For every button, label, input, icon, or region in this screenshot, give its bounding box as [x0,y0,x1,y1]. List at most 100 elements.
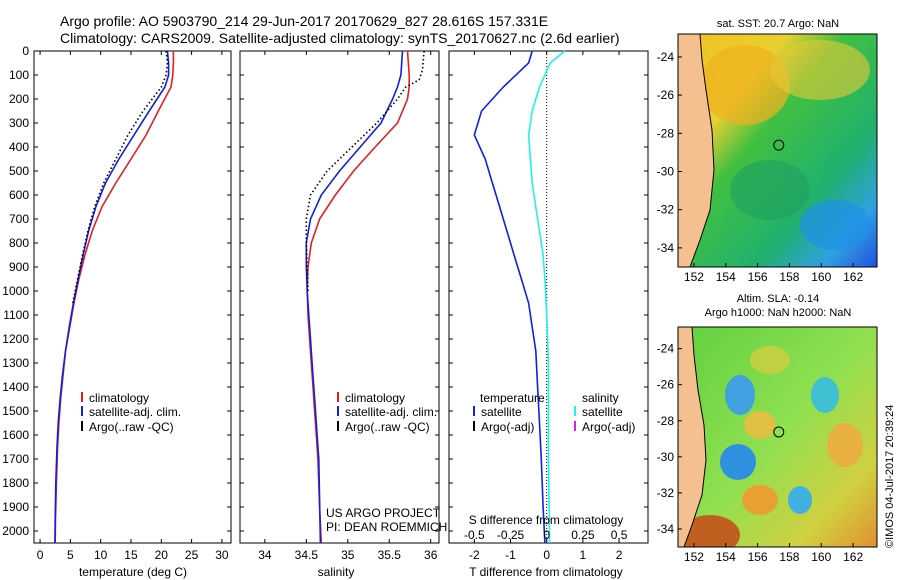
map-lat-label: -28 [657,126,675,140]
temperature-x-axis: 0 5 10 15 20 25 30 [37,51,229,562]
sst-map-axes: 152 154 156 158 160 162 -24 -26 -28 -30 -32 -34 [657,50,864,284]
x-tick-label: 0 [543,548,550,562]
y-tick-label: 0 [22,44,29,58]
s-diff-tick-label: -0.5 [464,528,485,542]
sst-cool-patch [800,200,870,250]
map-lat-label: -32 [657,203,675,217]
y-tick-label: 1700 [2,452,29,466]
salinity-x-axis: 34 34.5 35 35.5 36 [258,51,438,562]
y-tick-label: 200 [9,92,29,106]
map-lon-label: 162 [843,270,863,284]
y-tick-label: 1400 [2,380,29,394]
sla-map-axes: 152 154 156 158 160 162 -24 -26 -28 -30 -32 -34 [657,342,864,564]
sst-coastline [689,34,715,267]
map-lon-label: 152 [684,270,704,284]
series-line-argo-raw-qc- [305,50,425,292]
temperature-legend: climatology satellite-adj. clim. Argo(..… [81,391,181,434]
sla-high-patch-1 [750,346,790,374]
map-lon-label: 160 [811,270,831,284]
s-diff-tick-label: 0.25 [571,528,595,542]
legend-temp-argo-swatch [473,421,475,431]
temperature-series [54,50,175,544]
difference-x-axis: -2 -1 0 1 2 [469,51,623,562]
sla-low-eddy-2 [720,444,756,480]
sal-legend-satellite-label: satellite-adj. clim. [345,405,437,419]
map-lon-label: 158 [779,550,799,564]
map-lat-label: -32 [657,486,675,500]
map-lon-label: 154 [716,550,736,564]
map-lat-label: -26 [657,378,675,392]
temperature-frame [33,50,232,544]
y-tick-label: 500 [9,164,29,178]
sla-map-image [678,327,877,547]
pi-annotation: PI: DEAN ROEMMICH [326,520,447,534]
sal-legend-argo-swatch [337,421,339,431]
depth-axis: 0 100 200 300 400 500 600 700 800 900 1000 1100 1200… [2,44,231,538]
y-tick-label: 1100 [3,308,29,322]
map-lon-label: 160 [811,550,831,564]
difference-frame [448,50,649,544]
series-line-argo-raw-qc- [72,50,169,304]
sla-low-eddy-1 [725,375,755,415]
x-tick-label: -1 [505,548,516,562]
map-lat-label: -34 [657,241,675,255]
y-tick-label: 300 [9,116,29,130]
x-tick-label: 1 [580,548,587,562]
map-lon-label: 152 [684,550,704,564]
legend-sal-satellite-label: satellite [582,405,623,419]
salinity-legend: climatology satellite-adj. clim. Argo(..… [337,391,437,434]
legend-temp-argo-label: Argo(-adj) [481,420,534,434]
map-lon-label: 154 [716,270,736,284]
legend-climatology-label: climatology [89,391,149,405]
x-tick-label: 0 [37,548,44,562]
s-diff-tick-label: -0.25 [497,528,525,542]
sla-argo-position-marker [773,426,785,438]
salinity-xlabel: salinity [318,565,355,579]
salinity-panel: 34 34.5 35 35.5 36 salinity climatology sate… [239,50,447,579]
map-lat-label: -30 [657,450,675,464]
y-tick-label: 1500 [2,404,29,418]
x-tick-label: 34.5 [295,548,319,562]
legend-salinity-title: salinity [582,391,619,405]
difference-panel: -2 -1 0 1 2 S difference from climatology -0… [448,50,649,579]
x-tick-label: 34 [258,548,272,562]
sla-low-eddy-4 [811,377,839,413]
y-tick-label: 100 [9,68,29,82]
s-difference-label: S difference from climatology [469,513,624,527]
legend-temp-satellite-label: satellite [481,405,522,419]
map-lat-label: -24 [657,50,675,64]
x-tick-label: 35 [341,548,355,562]
map-lat-label: -34 [657,522,675,536]
y-tick-label: 800 [9,236,29,250]
y-tick-label: 1900 [2,500,29,514]
y-tick-label: 400 [9,140,29,154]
sla-coastline [683,327,707,547]
temperature-xlabel: temperature (deg C) [79,565,187,579]
salinity-y-ticks [240,50,439,532]
y-tick-label: 1600 [2,428,29,442]
s-difference-tick-labels: -0.5 -0.25 0 0.25 0.5 [464,528,628,542]
sst-land [678,34,714,267]
legend-argo-swatch [81,421,83,431]
legend-satellite-swatch [81,406,83,416]
y-tick-label: 600 [9,188,29,202]
map-lon-label: 162 [843,550,863,564]
legend-climatology-swatch [81,392,83,402]
series-line-salinity-satellite [527,50,566,544]
x-tick-label: 20 [155,548,169,562]
sst-warm-patch [700,45,790,125]
sla-land [678,327,706,547]
sst-map-title: sat. SST: 20.7 Argo: NaN [717,18,839,30]
sal-legend-climatology-label: climatology [345,391,405,405]
y-tick-label: 1800 [2,476,29,490]
sla-map-title: Altim. SLA: -0.14 [737,293,820,305]
project-annotation: US ARGO PROJECT [326,506,441,520]
y-tick-label: 700 [9,212,29,226]
salinity-series [305,50,425,544]
map-lon-label: 156 [748,270,768,284]
header-line-2: Climatology: CARS2009. Satellite-adjuste… [60,30,620,46]
sal-legend-satellite-swatch [337,406,339,416]
map-lat-label: -28 [657,414,675,428]
legend-temperature-title: temperature [480,391,545,405]
legend-sal-argo-swatch [574,421,576,431]
